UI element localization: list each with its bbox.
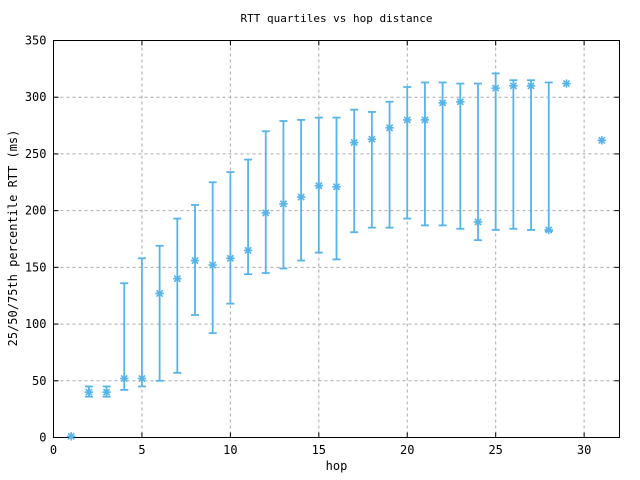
svg-text:0: 0 (39, 431, 46, 445)
svg-text:350: 350 (25, 34, 47, 48)
svg-text:20: 20 (400, 443, 414, 457)
svg-text:200: 200 (25, 204, 47, 218)
chart-title: RTT quartiles vs hop distance (240, 12, 433, 25)
svg-text:15: 15 (312, 443, 326, 457)
y-tick-labels: 0 50 100 150 200 250 300 350 (25, 34, 47, 445)
svg-text:50: 50 (32, 374, 46, 388)
y-axis-label: 25/50/75th percentile RTT (ms) (6, 129, 20, 347)
tick-marks (53, 40, 620, 438)
svg-text:0: 0 (50, 443, 57, 457)
svg-text:5: 5 (138, 443, 145, 457)
plot-border (53, 40, 620, 438)
svg-text:30: 30 (577, 443, 591, 457)
x-tick-labels: 0 5 10 15 20 25 30 (50, 443, 591, 457)
svg-text:100: 100 (25, 317, 47, 331)
x-axis-label: hop (325, 459, 348, 473)
svg-text:250: 250 (25, 147, 47, 161)
svg-text:10: 10 (223, 443, 237, 457)
svg-text:300: 300 (25, 90, 47, 104)
svg-text:25: 25 (488, 443, 502, 457)
svg-text:150: 150 (25, 260, 47, 274)
data-markers (66, 79, 607, 441)
